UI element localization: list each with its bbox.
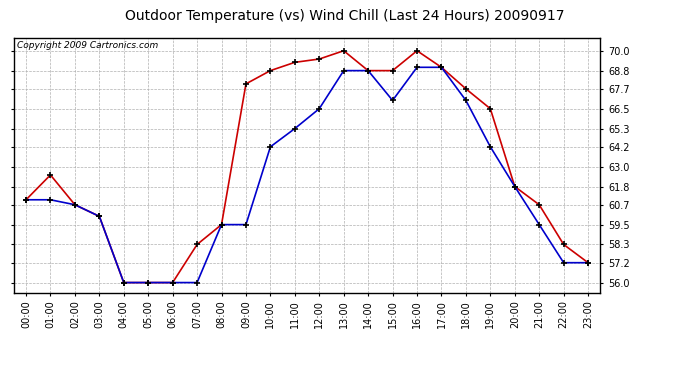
Text: Copyright 2009 Cartronics.com: Copyright 2009 Cartronics.com xyxy=(17,41,158,50)
Text: Outdoor Temperature (vs) Wind Chill (Last 24 Hours) 20090917: Outdoor Temperature (vs) Wind Chill (Las… xyxy=(126,9,564,23)
